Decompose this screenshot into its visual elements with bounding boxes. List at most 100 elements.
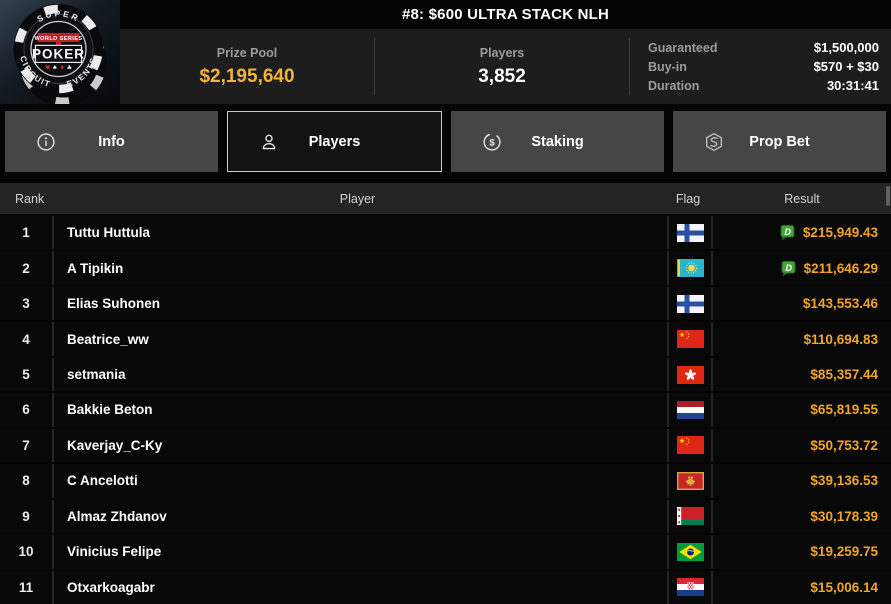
table-row[interactable]: 6 Bakkie Beton $65,819.55 [0,393,891,427]
result-amount: $215,949.43 [802,225,878,241]
result-amount: $143,553.46 [802,296,878,312]
result-amount: $39,136.53 [810,473,878,489]
result-amount: $30,178.39 [810,508,878,524]
tab-info[interactable]: Info [5,111,218,172]
results-table-body: 1 Tuttu Huttula D $215,949.43 2 A Tipikin D $21… [0,214,891,604]
table-row[interactable]: 4 Beatrice_ww $110,694.83 [0,322,891,356]
player-name: Kaverjay_C-Ky [52,428,667,463]
croatia-flag-icon [667,570,713,604]
table-row[interactable]: 1 Tuttu Huttula D $215,949.43 [0,216,891,250]
result-amount: $65,819.55 [810,402,878,418]
scrollbar-thumb[interactable] [886,186,890,206]
hong-kong-flag-icon [667,357,713,392]
rank-cell: 6 [22,402,30,418]
rank-cell: 5 [22,367,30,383]
rank-cell: 7 [22,437,30,453]
rank-cell: 2 [22,260,30,276]
page-title: #8: $600 ULTRA STACK NLH [401,6,610,23]
hexagon-bolt-icon [703,131,725,153]
tab-bar: Info Players $ Staking Prop Bet [0,111,891,172]
player-name: Bakkie Beton [52,393,667,427]
china-flag-icon [667,322,713,356]
tab-staking-label: Staking [531,133,584,150]
table-row[interactable]: 8 C Ancelotti $39,136.53 [0,464,891,498]
dollar-circle-icon: $ [481,131,503,153]
result-cell: $39,136.53 [713,464,891,497]
players-label: Players [479,45,525,60]
stats-panel: Prize Pool $2,195,640 Players 3,852 Guar… [120,29,891,104]
tournament-dollar-badge-icon: D [779,224,796,241]
players-count-block: Players 3,852 [375,29,629,104]
table-row[interactable]: 5 setmania $85,357.44 [0,357,891,392]
result-amount: $85,357.44 [810,367,878,383]
duration-label: Duration [648,78,700,93]
duration-row: Duration 30:31:41 [648,78,879,93]
person-icon [258,131,280,153]
player-name: Tuttu Huttula [52,216,667,250]
stats-divider [629,38,630,95]
column-header-rank: Rank [15,191,45,206]
result-amount: $19,259.75 [810,544,878,560]
result-amount: $211,646.29 [803,260,878,276]
rank-cell: 4 [22,331,30,347]
prize-pool-label: Prize Pool [216,45,278,60]
table-row[interactable]: 10 Vinicius Felipe $19,259.75 [0,535,891,569]
rank-cell: 1 [22,225,30,241]
stats-divider [374,38,375,95]
player-name: Beatrice_ww [52,322,667,356]
column-header-flag: Flag [675,191,701,206]
rank-cell: 11 [18,579,34,595]
result-amount: $15,006.14 [810,579,878,595]
belarus-flag-icon [667,499,713,534]
table-row[interactable]: 11 Otxarkoagabr $15,006.14 [0,570,891,604]
china-flag-icon [667,428,713,463]
result-cell: D $211,646.29 [713,251,891,284]
guaranteed-value: $1,500,000 [813,40,879,55]
rank-cell: 3 [22,296,30,312]
player-name: Almaz Zhdanov [52,499,667,534]
wsop-circuit-logo: SUPER WORLD SERIES POKER ♥ ♠ ♦ ♣ CIRCUIT… [0,0,120,104]
rank-cell: 8 [22,473,30,489]
player-name: A Tipikin [52,251,667,285]
result-cell: $85,357.44 [713,358,891,391]
tab-players[interactable]: Players [227,111,442,172]
rank-cell: 9 [22,508,30,524]
table-row[interactable]: 2 A Tipikin D $211,646.29 [0,251,891,285]
info-icon [35,131,57,153]
montenegro-flag-icon [667,464,713,498]
tab-staking[interactable]: $ Staking [451,111,664,172]
svg-text:D: D [785,262,792,272]
tournament-details: Guaranteed $1,500,000 Buy-in $570 + $30 … [630,29,891,104]
player-name: Elias Suhonen [52,286,667,321]
buyin-label: Buy-in [648,59,687,74]
result-cell: $143,553.46 [713,287,891,320]
table-row[interactable]: 9 Almaz Zhdanov $30,178.39 [0,499,891,534]
result-cell: $15,006.14 [713,571,891,604]
result-cell: $30,178.39 [713,500,891,533]
player-name: Otxarkoagabr [52,570,667,604]
result-amount: $50,753.72 [810,437,878,453]
tab-prop-bet[interactable]: Prop Bet [673,111,886,172]
netherlands-flag-icon [667,393,713,427]
prize-pool-block: Prize Pool $2,195,640 [120,29,374,104]
tab-players-label: Players [308,133,361,150]
tab-prop-bet-label: Prop Bet [749,133,810,150]
result-amount: $110,694.83 [803,331,878,347]
brazil-flag-icon [667,535,713,569]
kazakhstan-flag-icon [667,251,713,285]
svg-text:$: $ [489,137,495,148]
svg-text:D: D [784,227,791,237]
result-cell: $50,753.72 [713,429,891,462]
logo-text-world-series: WORLD SERIES [35,36,83,42]
player-name: setmania [52,357,667,392]
results-table-header: Rank Player Flag Result [0,183,891,214]
result-cell: $19,259.75 [713,535,891,568]
finland-flag-icon [667,216,713,250]
player-name: Vinicius Felipe [52,535,667,569]
player-name: C Ancelotti [52,464,667,498]
title-bar: #8: $600 ULTRA STACK NLH [120,0,891,29]
table-row[interactable]: 3 Elias Suhonen $143,553.46 [0,286,891,321]
result-cell: $110,694.83 [713,322,891,355]
table-row[interactable]: 7 Kaverjay_C-Ky $50,753.72 [0,428,891,463]
